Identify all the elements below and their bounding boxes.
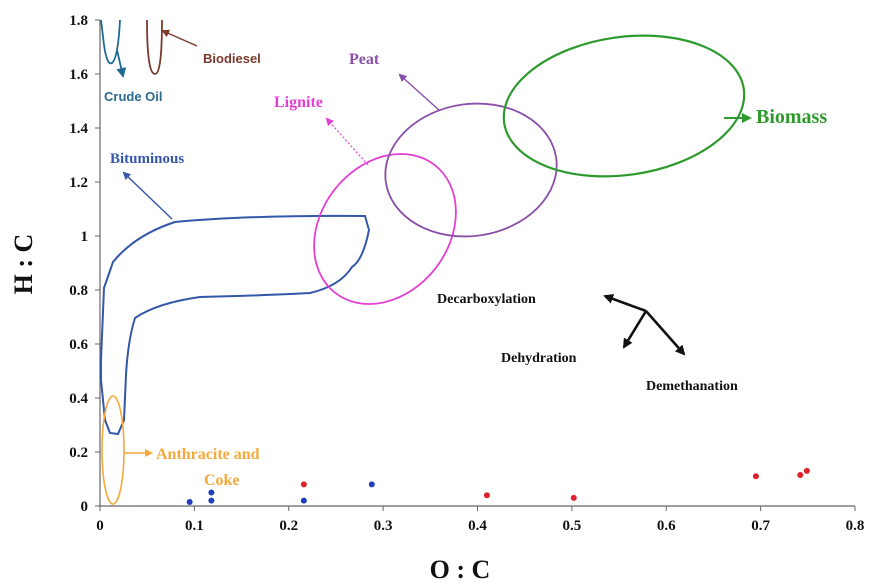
y-tick-label: 0 bbox=[81, 499, 89, 515]
data-point bbox=[300, 497, 307, 504]
x-tick-label: 0.7 bbox=[751, 518, 770, 534]
x-tick-label: 0.5 bbox=[563, 518, 582, 534]
coke-label: Coke bbox=[204, 472, 240, 489]
biodiesel-label: Biodiesel bbox=[203, 51, 261, 66]
y-tick-label: 1.4 bbox=[69, 121, 88, 137]
y-tick-label: 0.6 bbox=[69, 337, 88, 353]
y-axis-title: H : C bbox=[9, 234, 38, 295]
x-tick-label: 0.3 bbox=[374, 518, 393, 534]
x-tick-label: 0.2 bbox=[279, 518, 298, 534]
x-tick-label: 0.6 bbox=[657, 518, 676, 534]
bituminous-label: Bituminous bbox=[110, 151, 184, 167]
data-point bbox=[208, 497, 215, 504]
demethanation-arrow bbox=[645, 310, 686, 356]
y-tick-label: 1.2 bbox=[69, 175, 88, 191]
y-tick-label: 1 bbox=[81, 229, 89, 245]
dehydration-arrow bbox=[622, 310, 648, 349]
data-points bbox=[186, 467, 810, 505]
data-point bbox=[186, 498, 193, 505]
data-point bbox=[752, 473, 759, 480]
region-anthracite-coke: Anthracite and Coke bbox=[101, 395, 260, 505]
x-axis-ticks: 0 0.1 0.2 0.3 0.4 0.5 0.6 0.7 0.8 bbox=[96, 506, 864, 534]
demethanation-label: Demethanation bbox=[646, 379, 738, 394]
data-point bbox=[570, 494, 577, 501]
region-biodiesel: Biodiesel bbox=[146, 19, 261, 75]
decarboxylation-label: Decarboxylation bbox=[437, 292, 536, 307]
y-tick-label: 1.6 bbox=[69, 67, 88, 83]
decarboxylation-arrow bbox=[603, 294, 647, 313]
y-tick-label: 0.2 bbox=[69, 445, 88, 461]
x-tick-label: 0.1 bbox=[185, 518, 204, 534]
dehydration-label: Dehydration bbox=[501, 351, 577, 366]
data-point bbox=[803, 467, 810, 474]
y-tick-label: 1.8 bbox=[69, 13, 88, 29]
crude-oil-label: Crude Oil bbox=[104, 89, 163, 104]
peat-label: Peat bbox=[349, 51, 380, 68]
region-biomass: Biomass bbox=[502, 34, 827, 178]
y-axis-ticks: 0 0.2 0.4 0.6 0.8 1 1.2 1.4 1.6 1.8 bbox=[69, 13, 100, 515]
x-tick-label: 0.4 bbox=[468, 518, 487, 534]
x-axis-title: O : C bbox=[430, 555, 491, 584]
data-point bbox=[797, 471, 804, 478]
biomass-label: Biomass bbox=[756, 106, 827, 128]
x-tick-label: 0.8 bbox=[846, 518, 865, 534]
region-bituminous: Bituminous bbox=[100, 151, 371, 436]
region-crude-oil: Crude Oil bbox=[100, 19, 163, 104]
data-point bbox=[208, 489, 215, 496]
reaction-arrows: Decarboxylation Dehydration Demethanatio… bbox=[437, 292, 738, 394]
y-tick-label: 0.8 bbox=[69, 283, 88, 299]
anthracite-label: Anthracite and bbox=[156, 446, 260, 463]
data-point bbox=[300, 481, 307, 488]
region-peat: Peat bbox=[349, 51, 558, 238]
lignite-label: Lignite bbox=[274, 94, 323, 111]
x-tick-label: 0 bbox=[96, 518, 104, 534]
y-tick-label: 0.4 bbox=[69, 391, 88, 407]
data-point bbox=[368, 481, 375, 488]
region-lignite: Lignite bbox=[274, 94, 457, 305]
data-point bbox=[483, 492, 490, 499]
